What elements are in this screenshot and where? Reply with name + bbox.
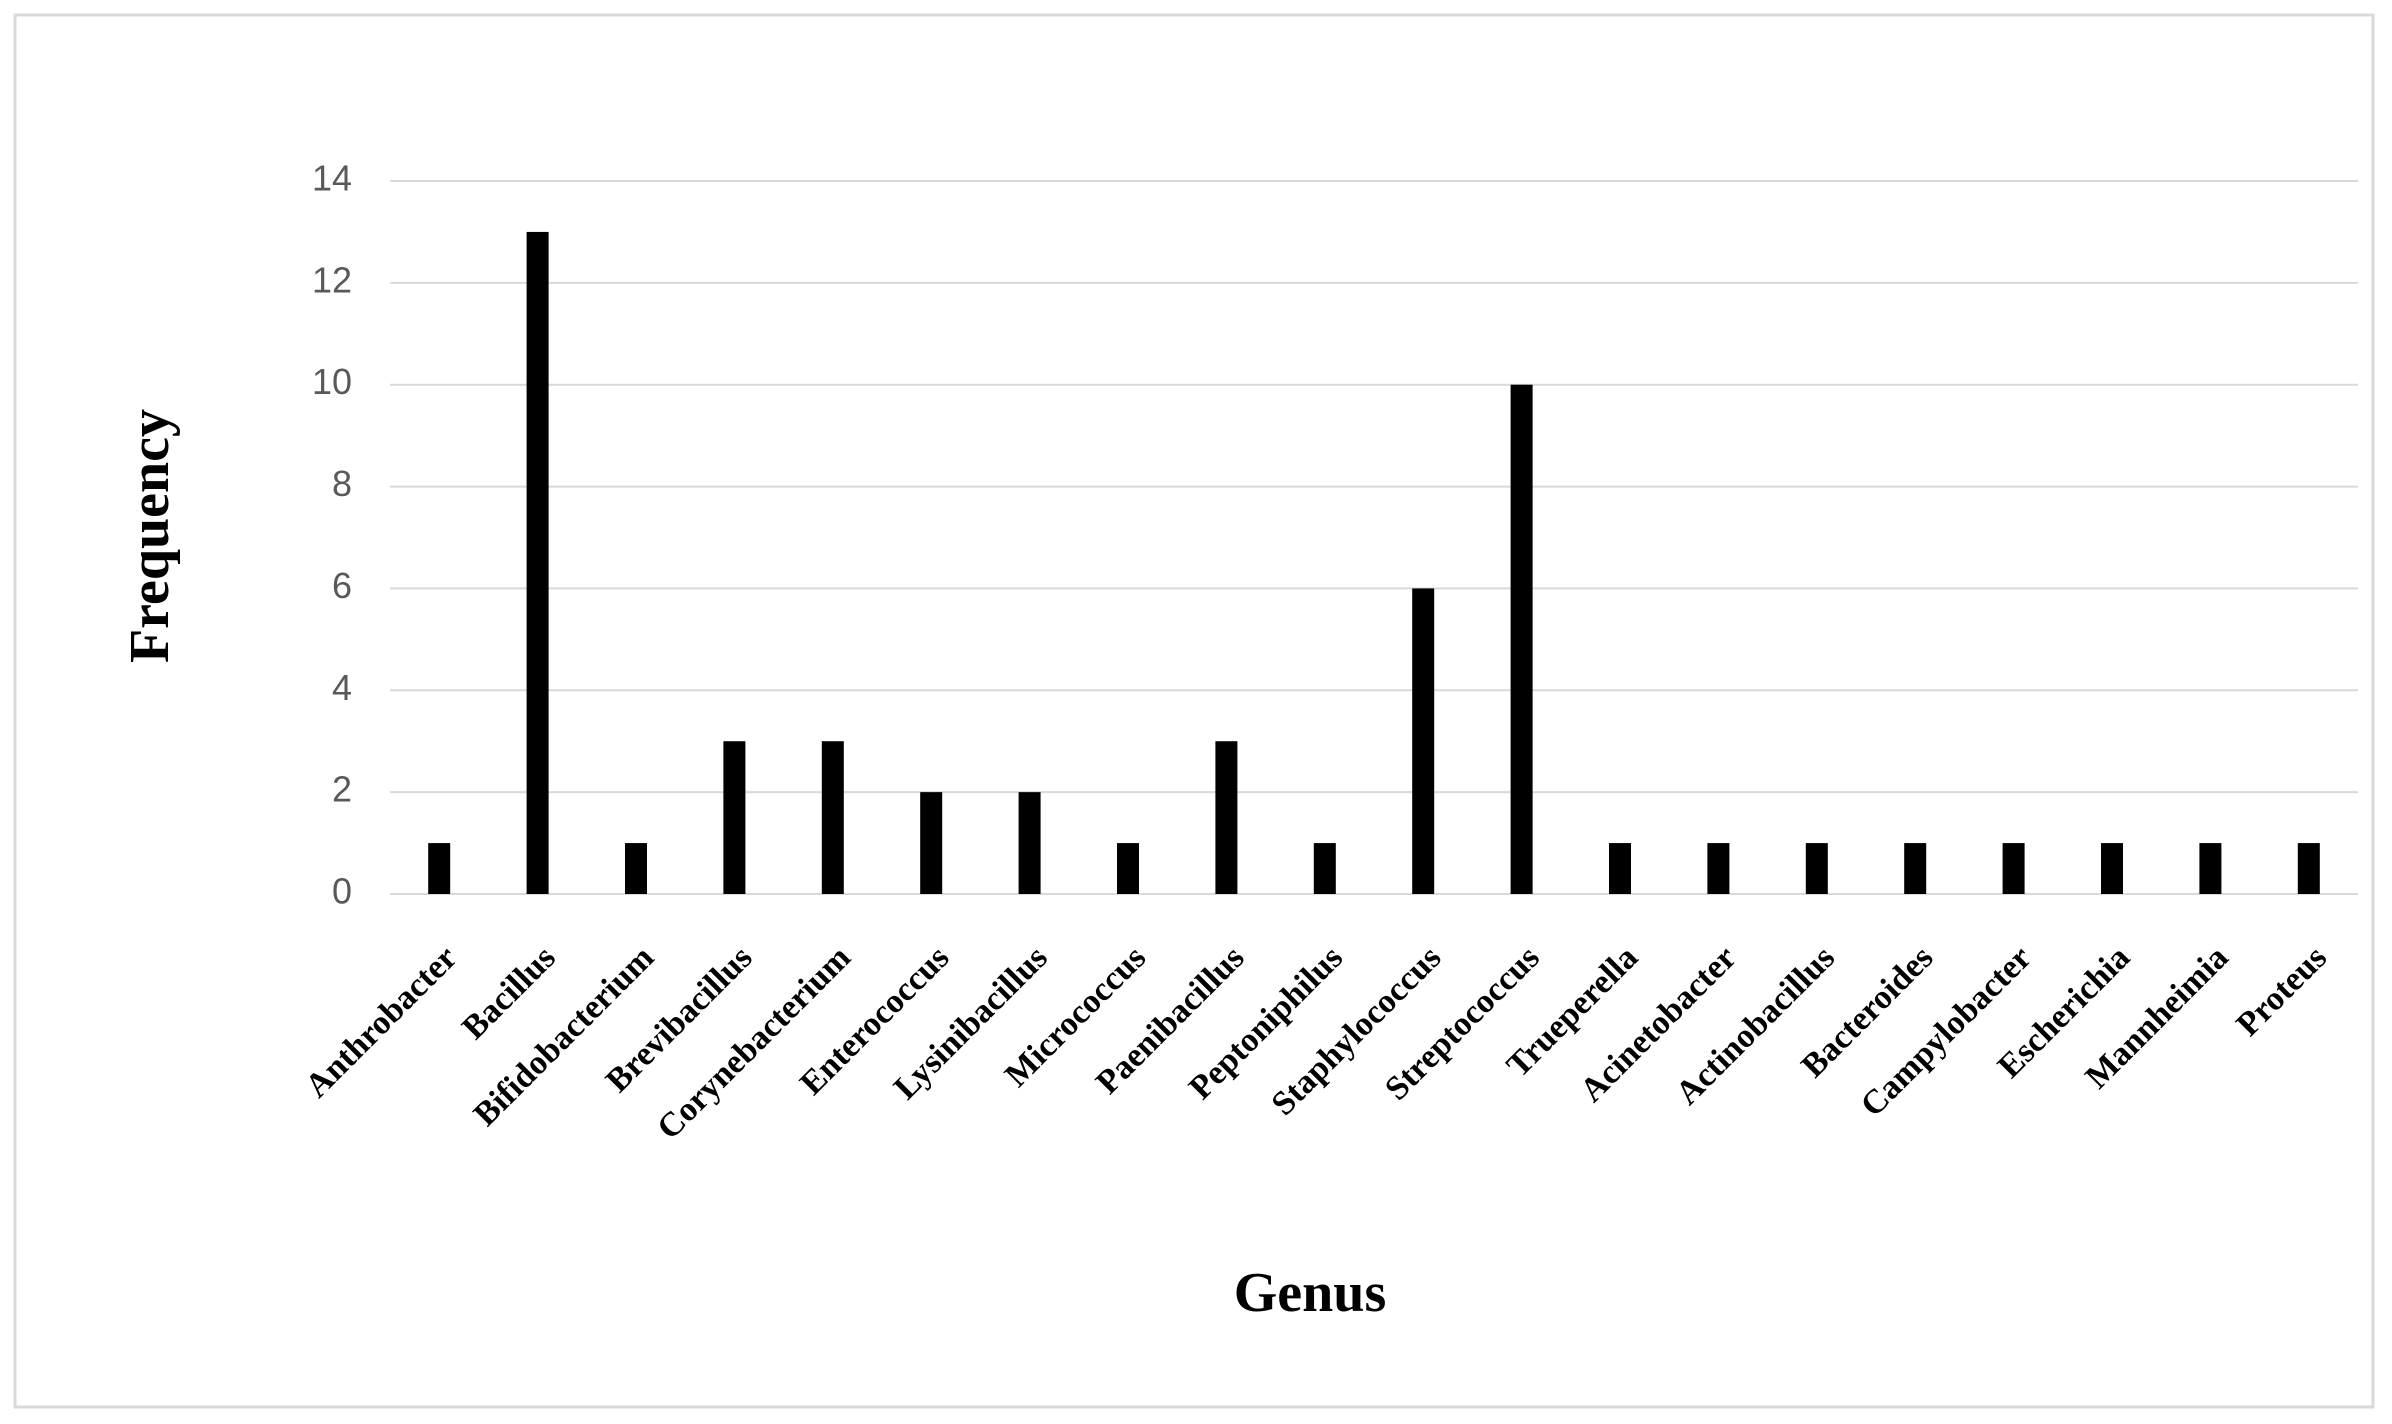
y-tick-label: 8 <box>332 463 352 504</box>
bar <box>1018 792 1041 894</box>
chart-frame <box>13 13 2375 1409</box>
bar <box>2002 843 2025 894</box>
bar <box>1215 741 1238 894</box>
bar <box>1510 384 1533 894</box>
bar <box>1117 843 1139 894</box>
bar <box>526 231 549 894</box>
bar <box>1805 843 1828 894</box>
y-tick-label: 2 <box>332 769 352 810</box>
y-tick-label: 6 <box>332 565 352 606</box>
bar <box>1313 843 1336 894</box>
bar <box>1412 588 1435 894</box>
y-tick-label: 10 <box>312 361 352 402</box>
y-tick-label: 12 <box>312 259 352 300</box>
bar <box>428 843 451 894</box>
bar <box>723 741 746 894</box>
bar <box>2199 843 2222 894</box>
x-axis-title: Genus <box>1234 1262 1387 1324</box>
bar <box>1609 843 1631 894</box>
bar <box>2101 843 2123 894</box>
y-tick-label: 0 <box>332 871 352 912</box>
y-tick-label: 4 <box>332 667 352 708</box>
bar <box>1904 843 1927 894</box>
y-axis-title: Frequency <box>119 409 181 663</box>
bar <box>625 843 647 894</box>
bar <box>1707 843 1730 894</box>
bar <box>821 741 844 894</box>
y-tick-label: 14 <box>312 158 352 199</box>
bar <box>920 792 943 894</box>
bar <box>2297 843 2320 894</box>
